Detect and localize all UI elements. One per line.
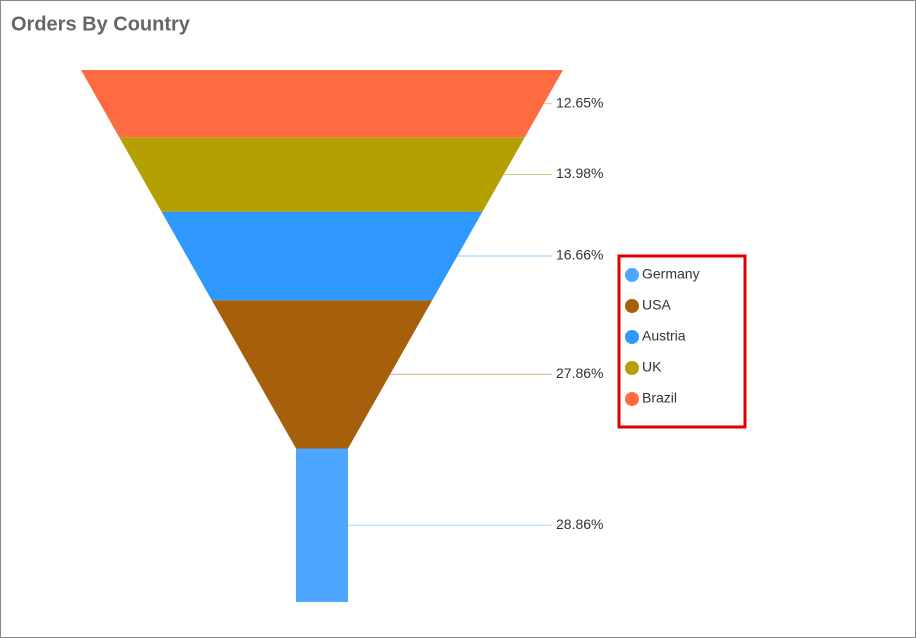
legend-marker — [625, 392, 639, 406]
legend-label: Austria — [642, 328, 686, 344]
funnel-segment — [296, 448, 348, 602]
value-label: 12.65% — [556, 94, 603, 110]
legend-label: USA — [642, 297, 671, 313]
funnel-segment — [119, 137, 525, 212]
value-label: 27.86% — [556, 365, 603, 381]
value-label: 28.86% — [556, 516, 603, 532]
value-label: 13.98% — [556, 165, 603, 181]
legend-label: UK — [642, 359, 662, 375]
legend-highlight — [617, 254, 747, 429]
funnel-segment — [211, 300, 433, 449]
funnel-segment — [81, 70, 563, 138]
legend-marker — [625, 330, 639, 344]
chart-title: Orders By Country — [11, 13, 191, 35]
legend-label: Brazil — [642, 390, 677, 406]
value-label: 16.66% — [556, 247, 603, 263]
legend-marker — [625, 361, 639, 375]
legend-label: Germany — [642, 266, 700, 282]
legend-marker — [625, 299, 639, 313]
funnel-segment — [161, 211, 483, 301]
legend-marker — [625, 268, 639, 282]
